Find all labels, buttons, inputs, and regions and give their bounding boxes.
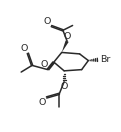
Text: O: O — [64, 32, 71, 41]
Text: O: O — [40, 60, 48, 69]
Text: Br: Br — [100, 55, 111, 64]
Text: O: O — [61, 82, 68, 91]
Polygon shape — [62, 40, 69, 52]
Text: O: O — [39, 98, 46, 107]
Text: O: O — [20, 44, 28, 53]
Polygon shape — [47, 61, 55, 71]
Text: O: O — [44, 17, 51, 26]
